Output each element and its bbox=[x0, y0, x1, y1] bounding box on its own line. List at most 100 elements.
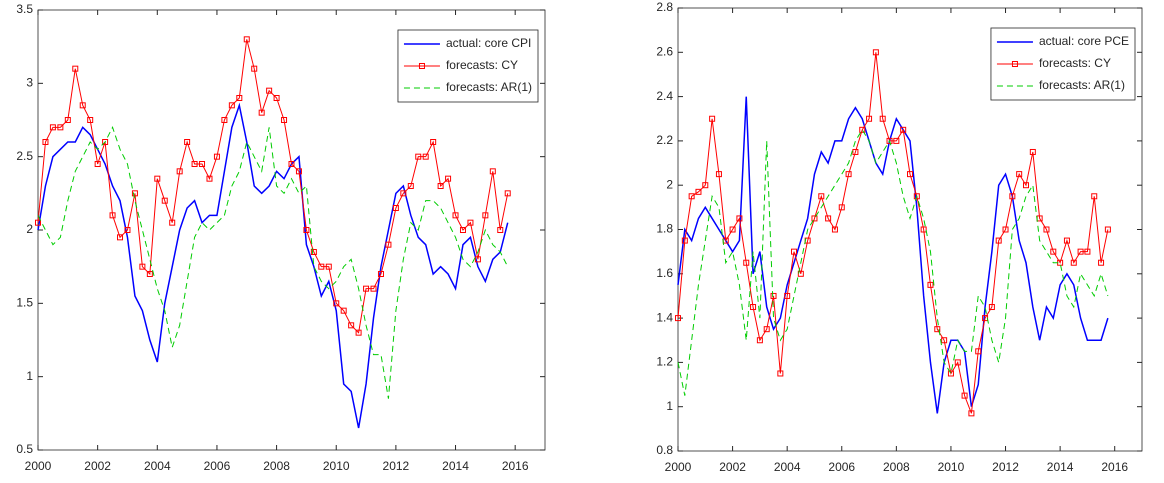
data-marker bbox=[715, 171, 722, 178]
x-tick-label: 2000 bbox=[25, 459, 52, 473]
data-marker bbox=[763, 326, 770, 333]
data-marker bbox=[445, 175, 452, 182]
data-marker bbox=[370, 285, 377, 292]
x-tick-label: 2004 bbox=[774, 460, 801, 474]
x-tick-label: 2014 bbox=[442, 459, 469, 473]
data-marker bbox=[400, 190, 407, 197]
data-marker bbox=[35, 219, 41, 226]
y-tick-label: 1.4 bbox=[656, 310, 673, 324]
data-marker bbox=[825, 215, 832, 222]
legend-label: forecasts: CY bbox=[446, 58, 518, 72]
data-marker bbox=[1029, 148, 1036, 155]
data-marker bbox=[1009, 193, 1016, 200]
data-marker bbox=[340, 307, 347, 314]
data-marker bbox=[872, 49, 879, 56]
data-marker bbox=[310, 249, 317, 255]
series-line bbox=[37, 102, 509, 429]
data-marker bbox=[954, 359, 961, 366]
legend: actual: core PCE forecasts: CY forecasts: … bbox=[990, 27, 1136, 101]
data-marker bbox=[1077, 248, 1084, 255]
data-marker bbox=[407, 183, 414, 189]
data-marker bbox=[750, 304, 757, 311]
y-tick-label: 2.5 bbox=[16, 149, 33, 163]
data-marker bbox=[236, 95, 243, 101]
data-marker bbox=[927, 281, 934, 288]
y-tick-label: 0.8 bbox=[656, 443, 673, 457]
data-marker bbox=[1098, 259, 1105, 266]
x-tick-label: 2016 bbox=[1101, 460, 1128, 474]
data-marker bbox=[695, 188, 702, 195]
legend-label: forecasts: AR(1) bbox=[446, 80, 532, 94]
data-marker bbox=[64, 117, 71, 123]
x-tick-label: 2004 bbox=[144, 459, 171, 473]
series-line bbox=[37, 126, 509, 399]
data-marker bbox=[184, 139, 191, 145]
data-marker bbox=[988, 304, 995, 311]
data-marker bbox=[295, 168, 302, 175]
data-marker bbox=[437, 183, 444, 189]
data-marker bbox=[900, 126, 907, 133]
data-marker bbox=[941, 337, 948, 344]
x-tick-label: 2000 bbox=[665, 460, 692, 474]
data-marker bbox=[920, 226, 927, 233]
x-tick-label: 2010 bbox=[323, 459, 350, 473]
y-tick-label: 2.4 bbox=[656, 89, 673, 103]
data-marker bbox=[392, 205, 399, 211]
data-marker bbox=[102, 139, 109, 145]
chart: 0.8 1 1.2 1.4 1.6 1.8 2 2.2 2.4 2.6 2.8 2000 2002 200… bbox=[656, 0, 1143, 474]
data-marker bbox=[777, 370, 784, 377]
data-marker bbox=[363, 285, 370, 292]
x-tick-label: 2008 bbox=[883, 460, 910, 474]
data-marker bbox=[318, 263, 325, 270]
data-marker bbox=[702, 182, 709, 189]
data-marker bbox=[1091, 193, 1098, 200]
y-tick-label: 0.5 bbox=[16, 442, 33, 456]
data-marker bbox=[206, 175, 213, 182]
y-tick-label: 1 bbox=[666, 399, 673, 413]
data-marker bbox=[146, 271, 153, 277]
data-marker bbox=[675, 315, 681, 322]
data-marker bbox=[1023, 182, 1029, 189]
data-marker bbox=[743, 259, 750, 266]
data-marker bbox=[756, 337, 763, 344]
data-marker bbox=[72, 65, 79, 72]
data-marker bbox=[784, 292, 791, 299]
data-marker bbox=[893, 137, 900, 144]
data-marker bbox=[251, 65, 258, 72]
data-marker bbox=[709, 115, 716, 122]
series-line bbox=[677, 128, 1109, 396]
data-marker bbox=[281, 117, 288, 123]
data-marker bbox=[94, 161, 101, 167]
data-marker bbox=[879, 115, 886, 122]
data-marker bbox=[859, 126, 866, 133]
x-tick-label: 2002 bbox=[84, 459, 111, 473]
y-tick-label: 2 bbox=[26, 222, 33, 236]
data-marker bbox=[266, 87, 273, 94]
data-marker bbox=[258, 109, 265, 116]
data-marker bbox=[913, 193, 920, 200]
data-marker bbox=[131, 190, 138, 197]
data-marker bbox=[79, 102, 86, 109]
data-marker bbox=[459, 227, 466, 233]
data-marker bbox=[333, 300, 340, 307]
data-marker bbox=[1084, 248, 1091, 255]
data-marker bbox=[811, 215, 818, 222]
x-tick-label: 2006 bbox=[828, 460, 855, 474]
data-marker bbox=[791, 248, 797, 255]
data-marker bbox=[377, 271, 384, 277]
data-marker bbox=[422, 153, 429, 160]
data-marker bbox=[169, 219, 176, 226]
data-marker bbox=[191, 161, 198, 167]
data-marker bbox=[154, 175, 161, 182]
x-tick-label: 2014 bbox=[1047, 460, 1074, 474]
data-marker bbox=[325, 263, 332, 270]
data-marker bbox=[1063, 237, 1070, 244]
data-marker bbox=[228, 102, 235, 109]
y-tick-label: 3 bbox=[26, 76, 33, 90]
data-marker bbox=[430, 139, 437, 145]
x-tick-label: 2010 bbox=[938, 460, 965, 474]
data-marker bbox=[852, 148, 859, 155]
data-marker bbox=[221, 117, 228, 123]
legend-label: actual: core CPI bbox=[446, 36, 531, 50]
